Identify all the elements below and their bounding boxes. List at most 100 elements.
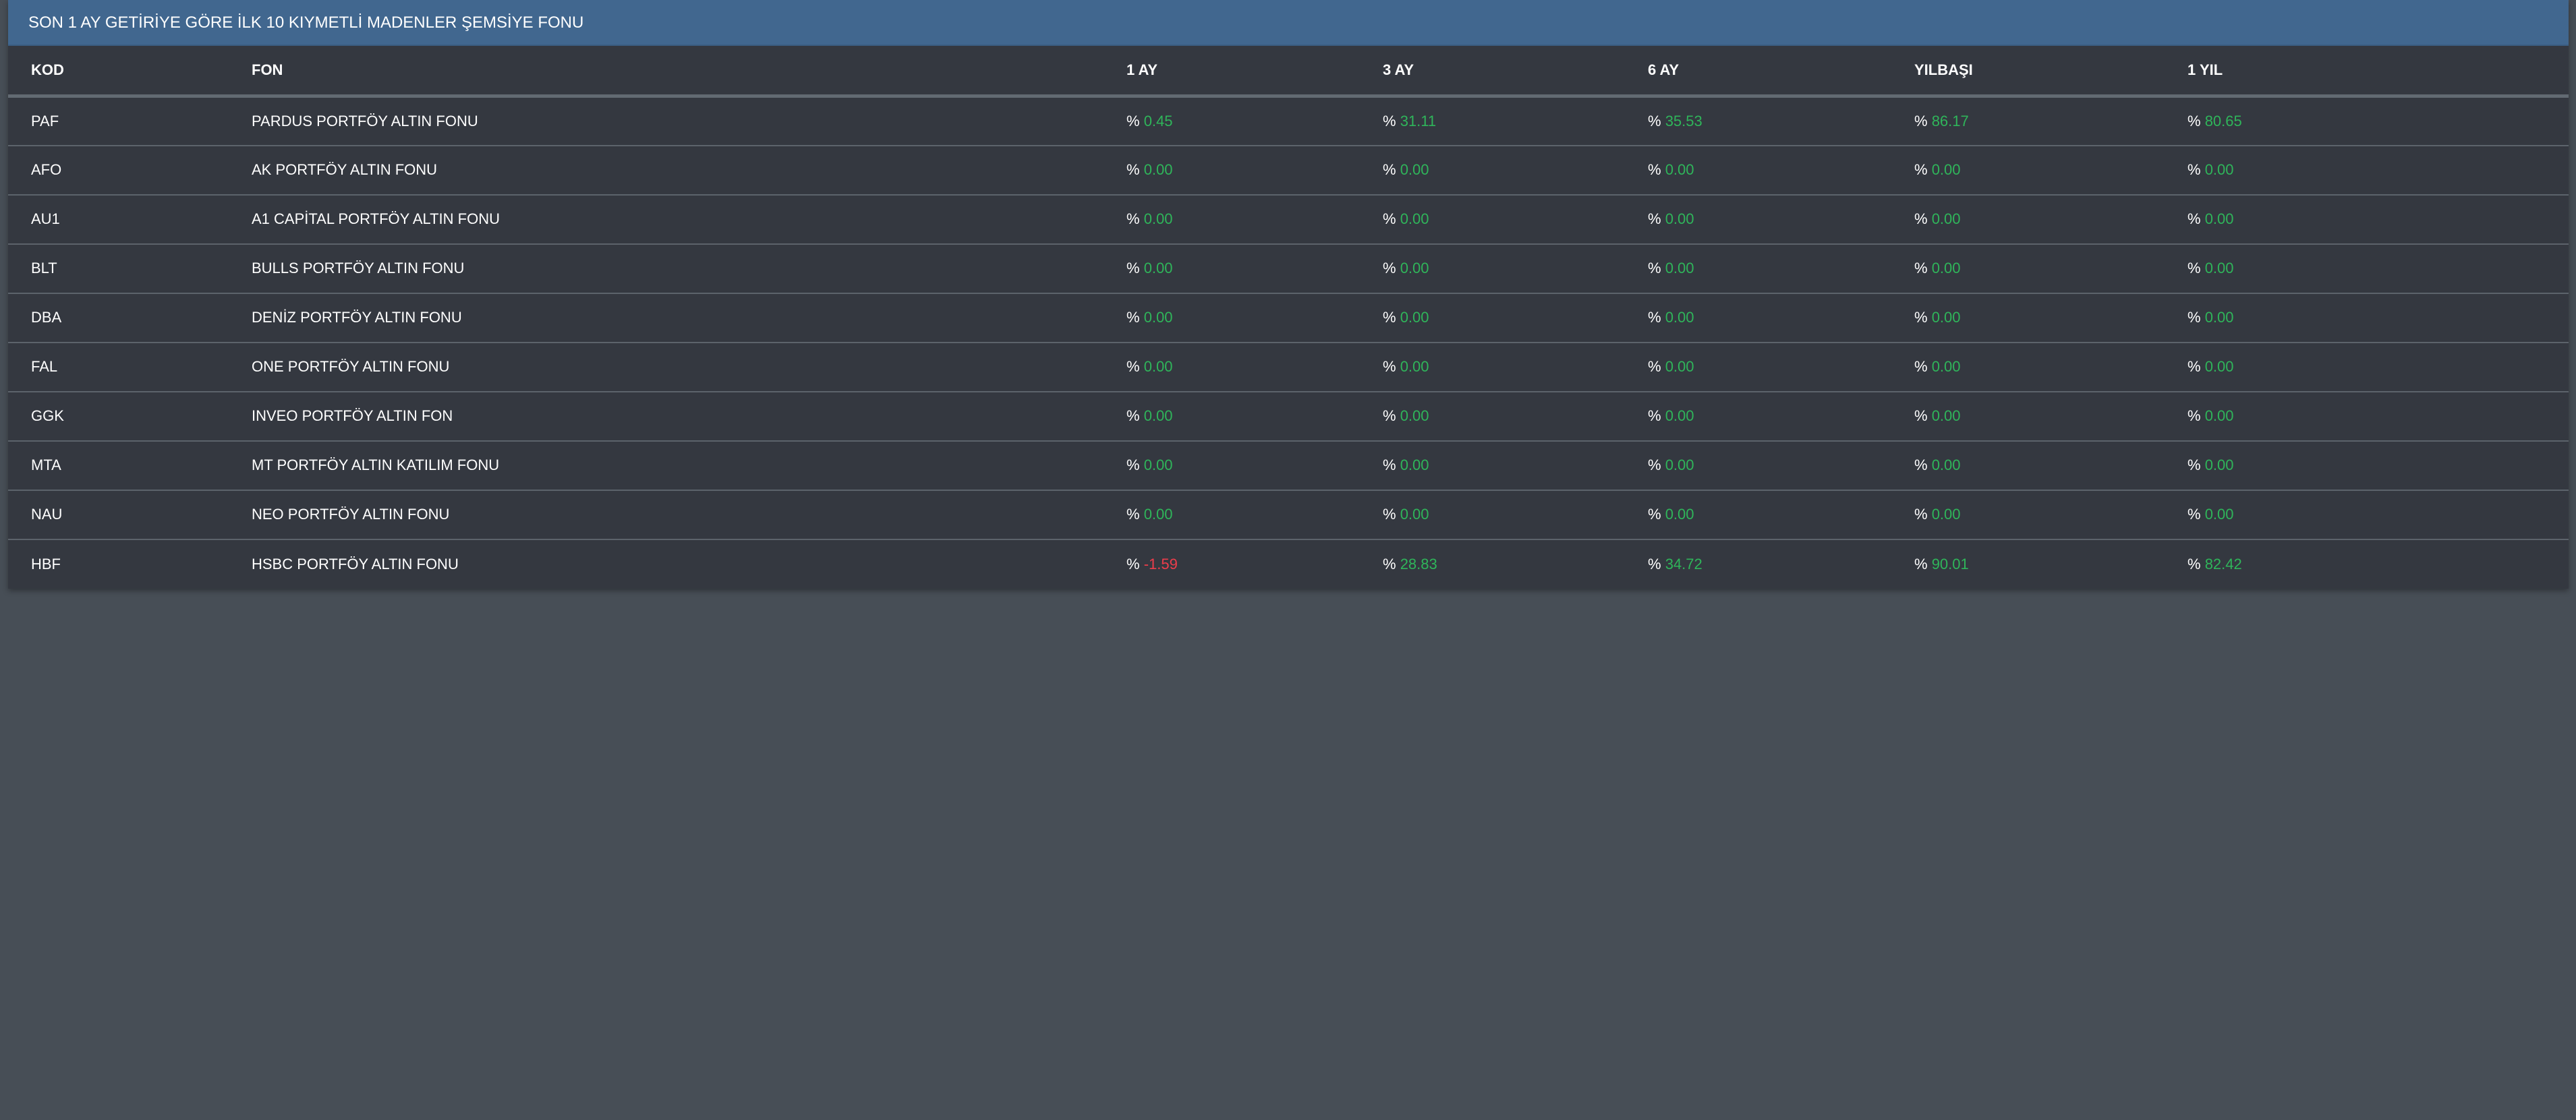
return-3-ay: % 0.00 <box>1383 441 1648 490</box>
return-yilbasi: % 0.00 <box>1914 293 2187 343</box>
return-1-ay: % 0.00 <box>1126 392 1383 441</box>
percent-symbol: % <box>1383 555 1396 572</box>
return-value: 0.00 <box>1931 456 1961 473</box>
percent-symbol: % <box>2187 309 2201 326</box>
fund-table: KOD FON 1 AY 3 AY 6 AY YILBAŞI 1 YIL PAF… <box>8 46 2569 589</box>
return-value: 0.00 <box>1400 407 1429 424</box>
return-6-ay: % 0.00 <box>1648 195 1914 244</box>
percent-symbol: % <box>1126 161 1140 178</box>
return-value: 34.72 <box>1665 555 1702 572</box>
return-3-ay: % 0.00 <box>1383 195 1648 244</box>
table-row[interactable]: BLT BULLS PORTFÖY ALTIN FONU% 0.00% 0.00%… <box>8 243 2569 293</box>
table-row[interactable]: PAF PARDUS PORTFÖY ALTIN FONU% 0.45% 31.1… <box>8 96 2569 146</box>
fund-code: AU1 <box>31 210 60 227</box>
return-value: 0.00 <box>1143 161 1173 178</box>
return-6-ay: % 0.00 <box>1648 293 1914 343</box>
percent-symbol: % <box>1383 407 1396 424</box>
return-value: 0.00 <box>1400 161 1429 178</box>
table-row[interactable]: DBA DENİZ PORTFÖY ALTIN FONU% 0.00% 0.00%… <box>8 293 2569 343</box>
fund-name[interactable]: A1 CAPİTAL PORTFÖY ALTIN FONU <box>252 210 500 227</box>
percent-symbol: % <box>1914 161 1928 178</box>
column-header-3-ay: 3 AY <box>1383 61 1414 78</box>
fund-name[interactable]: PARDUS PORTFÖY ALTIN FONU <box>252 112 478 129</box>
return-1-yil: % 0.00 <box>2187 343 2569 392</box>
percent-symbol: % <box>1383 506 1396 523</box>
return-3-ay: % 0.00 <box>1383 343 1648 392</box>
fund-code: NAU <box>31 506 63 523</box>
percent-symbol: % <box>1914 309 1928 326</box>
return-value: 82.42 <box>2204 555 2242 572</box>
return-yilbasi: % 90.01 <box>1914 539 2187 589</box>
return-value: 0.00 <box>2204 506 2234 523</box>
table-row[interactable]: HBF HSBC PORTFÖY ALTIN FONU% -1.59% 28.83… <box>8 539 2569 589</box>
fund-name[interactable]: INVEO PORTFÖY ALTIN FON <box>252 407 453 424</box>
return-value: 31.11 <box>1400 112 1437 129</box>
return-value: 0.00 <box>1931 161 1961 178</box>
return-value: 0.00 <box>2204 456 2234 473</box>
return-3-ay: % 0.00 <box>1383 244 1648 293</box>
return-value: 90.01 <box>1931 555 1969 572</box>
percent-symbol: % <box>2187 358 2201 375</box>
return-value: 86.17 <box>1931 112 1969 129</box>
return-value: 0.00 <box>1665 260 1694 276</box>
fund-code: AFO <box>31 161 62 178</box>
table-row[interactable]: FAL ONE PORTFÖY ALTIN FONU% 0.00% 0.00% 0… <box>8 342 2569 392</box>
return-1-yil: % 80.65 <box>2187 96 2569 146</box>
return-value: 0.00 <box>1143 260 1173 276</box>
fund-name[interactable]: MT PORTFÖY ALTIN KATILIM FONU <box>252 456 500 473</box>
table-header-row: KOD FON 1 AY 3 AY 6 AY YILBAŞI 1 YIL <box>8 46 2569 96</box>
return-yilbasi: % 0.00 <box>1914 392 2187 441</box>
fund-name[interactable]: AK PORTFÖY ALTIN FONU <box>252 161 438 178</box>
percent-symbol: % <box>1383 161 1396 178</box>
percent-symbol: % <box>2187 407 2201 424</box>
return-6-ay: % 0.00 <box>1648 392 1914 441</box>
return-value: 0.00 <box>1143 309 1173 326</box>
fund-code: GGK <box>31 407 64 424</box>
return-value: 0.00 <box>1143 456 1173 473</box>
return-value: -1.59 <box>1143 555 1178 572</box>
table-row[interactable]: GGK INVEO PORTFÖY ALTIN FON% 0.00% 0.00% … <box>8 391 2569 441</box>
return-value: 0.00 <box>1400 309 1429 326</box>
percent-symbol: % <box>1914 210 1928 227</box>
percent-symbol: % <box>1914 260 1928 276</box>
percent-symbol: % <box>1126 260 1140 276</box>
percent-symbol: % <box>1648 309 1661 326</box>
percent-symbol: % <box>1914 456 1928 473</box>
return-value: 0.00 <box>1400 358 1429 375</box>
percent-symbol: % <box>2187 161 2201 178</box>
return-1-yil: % 0.00 <box>2187 441 2569 490</box>
return-value: 0.00 <box>1665 506 1694 523</box>
return-yilbasi: % 0.00 <box>1914 490 2187 539</box>
percent-symbol: % <box>1126 506 1140 523</box>
fund-name[interactable]: NEO PORTFÖY ALTIN FONU <box>252 506 450 523</box>
column-header-1-yil: 1 YIL <box>2187 61 2223 78</box>
table-row[interactable]: AU1 A1 CAPİTAL PORTFÖY ALTIN FONU% 0.00% … <box>8 194 2569 244</box>
return-value: 0.00 <box>1931 407 1961 424</box>
fund-code: FAL <box>31 358 58 375</box>
column-header-yilbasi: YILBAŞI <box>1914 61 1973 78</box>
return-6-ay: % 0.00 <box>1648 146 1914 195</box>
return-value: 35.53 <box>1665 112 1702 129</box>
return-value: 0.00 <box>2204 358 2234 375</box>
fund-name[interactable]: ONE PORTFÖY ALTIN FONU <box>252 358 450 375</box>
fund-name[interactable]: BULLS PORTFÖY ALTIN FONU <box>252 260 465 276</box>
return-value: 0.00 <box>2204 309 2234 326</box>
fund-name[interactable]: HSBC PORTFÖY ALTIN FONU <box>252 555 459 572</box>
return-1-yil: % 82.42 <box>2187 539 2569 589</box>
fund-name[interactable]: DENİZ PORTFÖY ALTIN FONU <box>252 309 462 326</box>
return-1-yil: % 0.00 <box>2187 293 2569 343</box>
percent-symbol: % <box>1648 358 1661 375</box>
return-yilbasi: % 0.00 <box>1914 343 2187 392</box>
table-row[interactable]: NAU NEO PORTFÖY ALTIN FONU% 0.00% 0.00% 0… <box>8 490 2569 539</box>
fund-code: HBF <box>31 555 61 572</box>
table-row[interactable]: AFO AK PORTFÖY ALTIN FONU% 0.00% 0.00% 0.… <box>8 145 2569 195</box>
fund-ranking-panel: SON 1 AY GETİRİYE GÖRE İLK 10 KIYMETLİ M… <box>8 0 2569 589</box>
percent-symbol: % <box>1914 407 1928 424</box>
return-3-ay: % 0.00 <box>1383 146 1648 195</box>
return-1-yil: % 0.00 <box>2187 195 2569 244</box>
return-1-ay: % 0.00 <box>1126 343 1383 392</box>
return-6-ay: % 0.00 <box>1648 343 1914 392</box>
return-6-ay: % 35.53 <box>1648 96 1914 146</box>
table-row[interactable]: MTA MT PORTFÖY ALTIN KATILIM FONU% 0.00% … <box>8 440 2569 490</box>
return-value: 0.00 <box>2204 161 2234 178</box>
